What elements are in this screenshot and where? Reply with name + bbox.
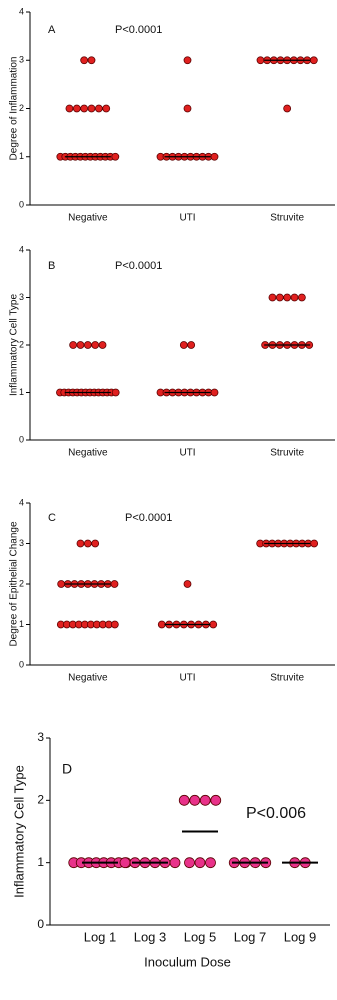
data-point [199,794,211,806]
data-point [57,580,66,588]
x-tick-label: Log 5 [184,929,217,944]
data-point [205,857,216,869]
y-tick-label: 1 [19,387,24,397]
panel-label: C [48,512,56,524]
panel-label: B [48,260,55,272]
data-point [111,388,120,397]
x-tick-label: Negative [68,673,108,684]
data-point [110,580,119,588]
data-point [111,152,120,161]
p-value: P<0.0001 [125,512,172,524]
data-point [119,857,131,869]
y-tick-label: 1 [37,855,44,869]
data-point [297,293,306,302]
panel-label: D [62,761,72,777]
y-axis-label: Degree of Inflammation [9,57,20,161]
data-point [210,152,219,161]
x-tick-label: Negative [68,448,108,459]
data-point [69,341,78,349]
y-axis-label: Inflammatory Cell Type [11,765,26,898]
data-point [91,539,100,548]
data-point [178,794,190,806]
data-point [87,104,96,113]
y-tick-label: 4 [19,244,24,254]
data-point [102,104,111,113]
y-tick-label: 0 [19,659,24,669]
data-point [184,857,195,869]
data-point [65,104,74,113]
data-point [157,620,166,629]
data-point [179,341,188,349]
x-tick-label: Struvite [270,673,304,684]
p-value: P<0.0001 [115,24,162,36]
y-tick-label: 0 [19,199,24,209]
data-point [210,794,222,806]
data-point [91,341,100,349]
data-point [183,580,192,588]
y-tick-label: 3 [19,55,24,65]
y-tick-label: 3 [19,538,24,548]
data-point [268,293,277,302]
x-tick-label: Log 3 [134,929,167,944]
y-tick-label: 2 [19,339,24,349]
data-point [87,56,96,65]
data-point [83,341,92,349]
x-tick-label: Log 7 [234,929,267,944]
data-point [183,104,192,113]
data-point [310,539,319,548]
y-tick-label: 2 [37,793,44,807]
data-point [83,539,92,548]
y-tick-label: 2 [19,578,24,588]
data-point [94,104,103,113]
y-axis-label: Degree of Epithelial Change [9,521,20,647]
p-value: P<0.0001 [115,260,162,272]
x-tick-label: UTI [179,213,195,224]
x-tick-label: Log 1 [84,929,117,944]
data-point [309,56,318,65]
x-tick-label: Struvite [270,213,304,224]
x-tick-label: Struvite [270,448,304,459]
y-tick-label: 3 [37,730,44,744]
data-point [283,104,292,113]
y-tick-label: 4 [19,6,24,16]
data-point [183,56,192,65]
data-point [169,857,181,869]
y-tick-label: 4 [19,497,24,507]
data-point [290,293,299,302]
x-tick-label: Log 9 [284,929,317,944]
data-point [110,620,119,629]
data-point [210,388,219,397]
y-tick-label: 1 [19,619,24,629]
p-value: P<0.006 [246,805,306,822]
data-point [194,857,206,869]
data-point [275,293,284,302]
data-point [98,341,107,349]
data-point [189,794,201,806]
data-point [256,56,265,65]
y-tick-label: 0 [19,434,24,444]
y-tick-label: 2 [19,103,24,113]
data-point [283,293,292,302]
panel-label: A [48,24,56,36]
x-tick-label: Negative [68,213,108,224]
y-tick-label: 0 [37,917,44,931]
x-axis-label: Inoculum Dose [144,954,231,969]
data-point [76,341,85,349]
x-tick-label: UTI [179,448,195,459]
data-point [187,341,196,349]
data-point [80,104,89,113]
data-point [209,620,218,629]
x-tick-label: UTI [179,673,195,684]
y-tick-label: 3 [19,292,24,302]
data-point [76,539,85,548]
y-tick-label: 1 [19,151,24,161]
data-point [72,104,81,113]
data-point [80,56,89,65]
y-axis-label: Inflammatory Cell Type [9,294,20,397]
